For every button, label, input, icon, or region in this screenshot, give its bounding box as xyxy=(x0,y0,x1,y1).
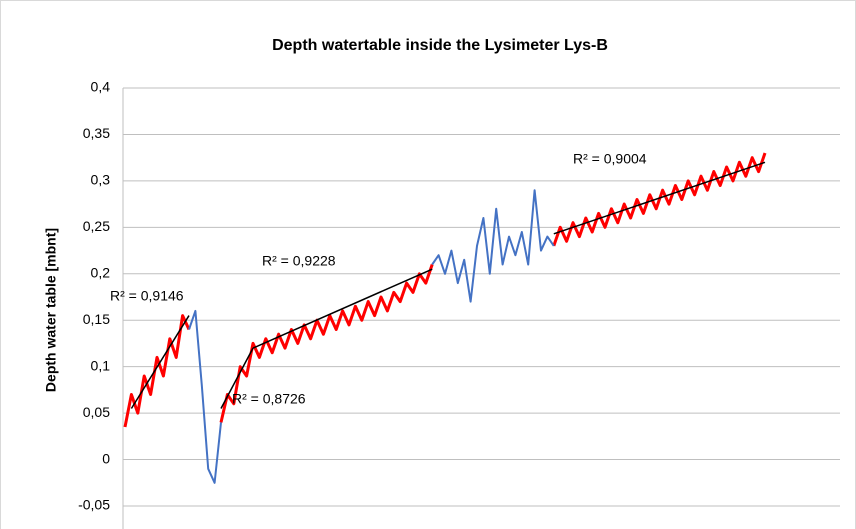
trendline xyxy=(220,347,254,409)
y-tick-label: 0,35 xyxy=(83,125,110,141)
y-tick-label: 0,2 xyxy=(91,264,111,280)
y-tick-label: 0,1 xyxy=(91,357,111,373)
data-line xyxy=(188,189,555,484)
trendline xyxy=(553,161,766,235)
trendline xyxy=(130,315,190,409)
trendline xyxy=(252,268,433,349)
trendline-label: R² = 0,8726 xyxy=(232,391,306,407)
trendline-label: R² = 0,9146 xyxy=(110,288,184,304)
y-tick-label: 0,3 xyxy=(91,172,111,188)
y-tick-label: 0,05 xyxy=(83,404,110,420)
y-axis-label: Depth water table [mbnt] xyxy=(43,228,59,392)
y-tick-label: 0 xyxy=(102,450,110,466)
y-tick-label: 0,15 xyxy=(83,311,110,327)
trendline-label: R² = 0,9228 xyxy=(262,253,336,269)
y-tick-label: -0,05 xyxy=(78,497,110,513)
trendline-label: R² = 0,9004 xyxy=(573,151,647,167)
y-tick-label: 0,25 xyxy=(83,218,110,234)
y-tick-label: 0,4 xyxy=(91,79,111,95)
chart-title: Depth watertable inside the Lysimeter Ly… xyxy=(272,37,608,54)
